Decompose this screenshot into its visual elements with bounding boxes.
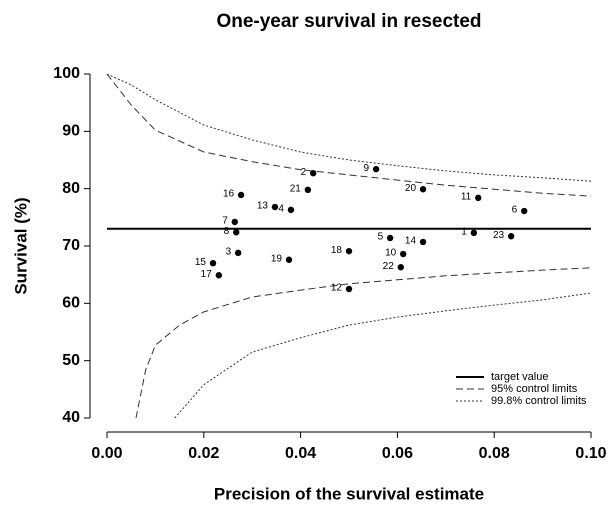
data-point bbox=[470, 229, 478, 237]
data-point bbox=[419, 238, 427, 246]
point-label: 8 bbox=[224, 226, 230, 237]
data-point bbox=[345, 285, 353, 293]
point-label: 15 bbox=[195, 257, 207, 268]
point-label: 18 bbox=[331, 245, 343, 256]
x-tick-label: 0.08 bbox=[479, 445, 510, 462]
point-label: 11 bbox=[461, 191, 472, 202]
data-point bbox=[215, 272, 223, 279]
point-label: 10 bbox=[385, 248, 397, 259]
point-label: 7 bbox=[222, 216, 228, 227]
point-label: 16 bbox=[223, 189, 235, 200]
data-point bbox=[287, 206, 295, 214]
y-tick-label: 80 bbox=[62, 180, 80, 197]
x-tick-label: 0.00 bbox=[91, 445, 122, 462]
point-label: 3 bbox=[226, 247, 232, 258]
point-label: 19 bbox=[271, 253, 283, 264]
point-label: 5 bbox=[378, 232, 384, 243]
data-point bbox=[309, 169, 317, 177]
point-label: 17 bbox=[201, 269, 213, 280]
point-label: 2 bbox=[301, 167, 307, 178]
x-tick-label: 0.04 bbox=[285, 445, 316, 462]
data-point bbox=[475, 194, 482, 202]
x-tick-label: 0.02 bbox=[188, 445, 219, 462]
point-label: 13 bbox=[257, 201, 269, 212]
point-label: 9 bbox=[364, 163, 370, 174]
data-point bbox=[419, 186, 427, 193]
point-label: 1 bbox=[461, 226, 467, 237]
data-point bbox=[507, 233, 515, 240]
plot-area bbox=[106, 74, 592, 418]
data-point bbox=[521, 207, 528, 215]
data-point bbox=[386, 234, 394, 242]
series-line bbox=[174, 292, 592, 418]
data-point bbox=[231, 218, 238, 226]
y-axis-label: Survival (%) bbox=[11, 197, 30, 294]
point-label: 23 bbox=[493, 230, 505, 241]
data-point bbox=[304, 186, 312, 194]
x-axis-label: Precision of the survival estimate bbox=[214, 484, 484, 503]
data-point bbox=[400, 250, 407, 258]
data-point bbox=[233, 229, 240, 236]
series-line bbox=[135, 267, 592, 418]
point-label: 12 bbox=[331, 283, 343, 294]
point-label: 14 bbox=[405, 236, 417, 247]
y-tick-label: 90 bbox=[62, 123, 80, 140]
data-point bbox=[345, 247, 353, 255]
point-label: 22 bbox=[383, 261, 395, 272]
chart-title: One-year survival in resected bbox=[216, 11, 481, 32]
point-label: 4 bbox=[278, 204, 284, 215]
series-line bbox=[106, 74, 592, 197]
data-point bbox=[209, 260, 217, 267]
point-label: 21 bbox=[290, 183, 302, 194]
x-tick-label: 0.06 bbox=[382, 445, 413, 462]
legend-label: target value bbox=[491, 371, 548, 383]
y-tick-label: 100 bbox=[53, 65, 80, 82]
y-tick-label: 50 bbox=[62, 352, 80, 369]
data-point bbox=[372, 165, 380, 173]
data-point bbox=[285, 256, 293, 263]
legend-label: 99.8% control limits bbox=[491, 395, 587, 407]
point-label: 6 bbox=[512, 205, 518, 216]
point-label: 20 bbox=[405, 183, 417, 194]
data-point bbox=[397, 264, 404, 271]
data-point bbox=[271, 203, 279, 211]
data-point bbox=[234, 249, 242, 257]
data-point bbox=[237, 191, 245, 199]
series-line bbox=[106, 74, 592, 182]
y-tick-label: 60 bbox=[62, 295, 80, 312]
y-tick-label: 70 bbox=[62, 237, 80, 254]
x-tick-label: 0.10 bbox=[575, 445, 606, 462]
legend-label: 95% control limits bbox=[491, 383, 578, 395]
y-tick-label: 40 bbox=[62, 409, 80, 426]
